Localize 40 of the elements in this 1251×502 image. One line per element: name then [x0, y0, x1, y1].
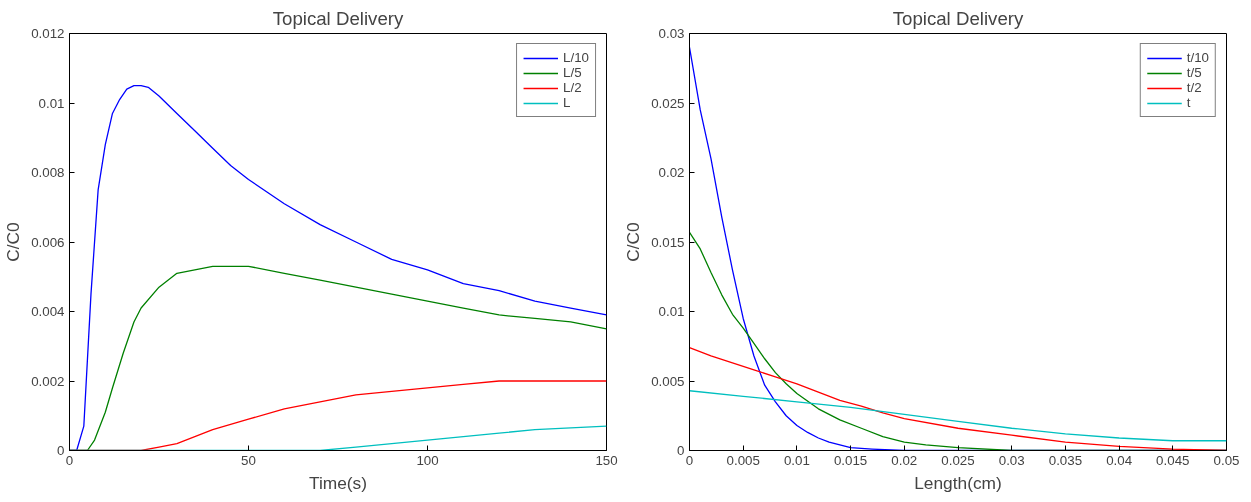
legend-label: L/2 — [563, 80, 583, 95]
y-tick-label: 0.015 — [651, 234, 685, 250]
y-axis-title: C/C0 — [623, 222, 644, 262]
chart-title: Topical Delivery — [892, 7, 1024, 29]
y-tick-label: 0.01 — [38, 95, 65, 111]
legend-label: t/2 — [1186, 80, 1203, 95]
x-tick-label: 150 — [595, 452, 618, 468]
x-axis-title: Time(s) — [308, 472, 368, 493]
x-tick-label: 50 — [241, 452, 256, 468]
y-axis-title: C/C0 — [3, 222, 24, 262]
x-tick-label: 0.005 — [726, 452, 760, 468]
x-tick-label: 0.035 — [1048, 452, 1083, 468]
legend-label: t/5 — [1186, 65, 1203, 80]
legend-label: t — [1186, 95, 1192, 110]
x-tick-label: 0.03 — [998, 452, 1025, 468]
x-tick-label: 0.02 — [891, 452, 918, 468]
legend-label: L — [563, 95, 572, 110]
x-tick-label: 0.045 — [1156, 452, 1190, 468]
x-tick-label: 0.01 — [783, 452, 810, 468]
chart-title: Topical Delivery — [272, 7, 404, 29]
x-tick-label: 0.04 — [1106, 452, 1133, 468]
y-tick-label: 0.02 — [658, 165, 685, 180]
x-tick-label: 100 — [416, 452, 439, 468]
y-tick-label: 0.008 — [31, 165, 65, 180]
legend-label: L/5 — [563, 65, 583, 80]
legend-label: L/10 — [563, 50, 589, 65]
legend-label: t/10 — [1186, 50, 1209, 65]
y-tick-label: 0.002 — [31, 373, 65, 389]
x-tick-label: 0.05 — [1213, 452, 1240, 468]
line-series — [689, 390, 1227, 442]
y-tick-label: 0.006 — [31, 234, 65, 250]
y-tick-label: 0.03 — [658, 26, 685, 41]
x-tick-label: 0.025 — [941, 452, 975, 468]
y-tick-label: 0.004 — [31, 304, 66, 319]
x-tick-label: 0.015 — [833, 452, 868, 468]
y-tick-label: 0.025 — [651, 95, 685, 111]
y-tick-label: 0.012 — [31, 26, 65, 41]
x-axis-title: Length(cm) — [914, 472, 1002, 493]
y-tick-label: 0.005 — [651, 373, 685, 389]
y-tick-label: 0.01 — [658, 304, 685, 319]
